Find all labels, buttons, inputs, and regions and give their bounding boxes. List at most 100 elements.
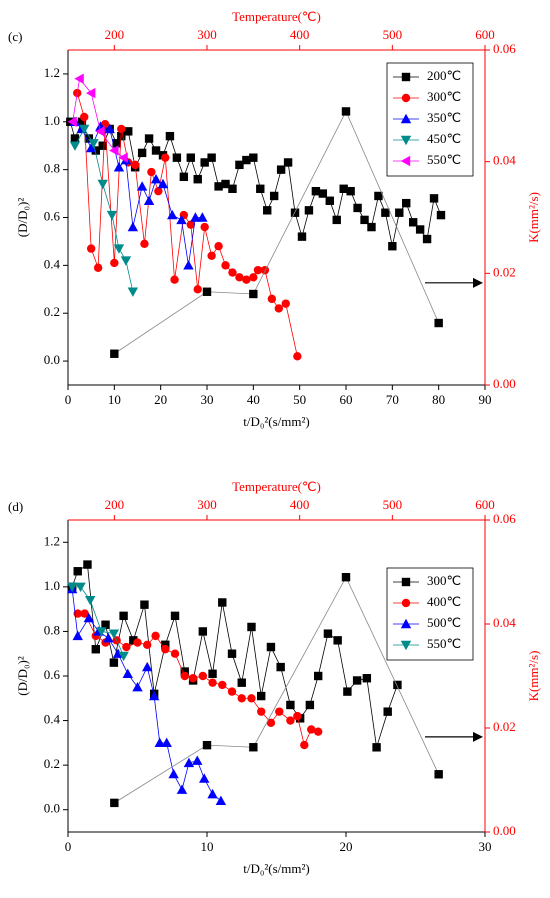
marker [101, 620, 110, 629]
legend [386, 62, 474, 177]
marker [154, 737, 165, 748]
marker [401, 577, 411, 587]
marker [362, 674, 372, 683]
marker [137, 148, 147, 158]
marker [341, 573, 351, 582]
y-axis-title: (D/D₀)² [15, 656, 30, 696]
marker [72, 630, 83, 641]
marker [304, 206, 314, 215]
marker [161, 737, 172, 748]
marker [118, 651, 129, 662]
marker [228, 184, 237, 193]
x2-tick-label: 400 [290, 497, 310, 512]
legend-label: 300℃ [427, 573, 461, 588]
x2-tick-label: 300 [197, 27, 217, 42]
marker [314, 727, 323, 736]
x-tick-label: 80 [432, 392, 445, 407]
marker [97, 179, 108, 190]
marker [360, 215, 369, 225]
marker [415, 225, 425, 234]
marker [124, 127, 133, 136]
marker [108, 629, 120, 639]
x2-tick-label: 400 [290, 27, 310, 42]
x-tick-label: 30 [479, 839, 492, 854]
marker [267, 294, 277, 304]
marker [260, 265, 270, 275]
marker [192, 755, 203, 765]
y2-axis-title: K(mm²/s) [526, 651, 541, 702]
marker [249, 743, 258, 752]
marker [170, 611, 180, 621]
marker [249, 273, 258, 282]
marker [151, 146, 161, 155]
marker [266, 642, 276, 652]
marker [332, 215, 341, 225]
marker [429, 194, 439, 203]
marker [110, 349, 119, 358]
x2-tick-label: 200 [105, 27, 125, 42]
marker [183, 260, 194, 270]
marker [400, 113, 412, 124]
marker [186, 220, 195, 229]
marker [86, 244, 96, 253]
marker [227, 649, 237, 658]
x-tick-label: 20 [340, 839, 353, 854]
marker [228, 268, 237, 277]
legend-label: 400℃ [427, 594, 461, 609]
marker [323, 629, 333, 638]
marker [176, 784, 188, 794]
marker [401, 93, 411, 103]
marker [388, 242, 397, 251]
x-tick-label: 90 [479, 392, 492, 407]
marker [179, 172, 189, 182]
y2-tick-label: 0.06 [493, 41, 516, 56]
x-tick-label: 30 [201, 392, 214, 407]
marker [85, 87, 96, 99]
marker [180, 667, 189, 676]
marker [247, 622, 256, 632]
marker [73, 567, 82, 576]
marker [113, 244, 125, 254]
x2-tick-label: 200 [105, 497, 125, 512]
y2-tick-label: 0.04 [493, 615, 516, 630]
marker [80, 609, 89, 618]
marker [283, 158, 293, 167]
marker [208, 678, 217, 687]
y-tick-label: 1.0 [44, 113, 60, 128]
marker [207, 153, 216, 162]
marker [161, 153, 170, 162]
marker [183, 757, 195, 768]
marker [257, 707, 266, 716]
marker [400, 155, 411, 167]
marker [346, 186, 355, 196]
x-tick-label: 40 [247, 392, 260, 407]
x-axis-title: t/D₀²(s/mm²) [243, 861, 310, 876]
marker [161, 640, 170, 649]
y-tick-label: 0.4 [44, 712, 61, 727]
marker [127, 221, 139, 232]
marker [276, 662, 285, 672]
marker [129, 636, 138, 645]
marker [150, 174, 162, 184]
marker [168, 768, 179, 779]
x-tick-label: 10 [108, 392, 121, 407]
marker [218, 598, 227, 607]
marker [202, 740, 212, 750]
marker [109, 658, 119, 667]
marker [269, 191, 279, 201]
x2-tick-label: 300 [197, 497, 217, 512]
marker [249, 153, 258, 162]
marker [275, 707, 284, 716]
marker [253, 265, 263, 275]
marker [117, 124, 126, 134]
marker [140, 600, 149, 609]
marker [218, 680, 227, 690]
marker [193, 175, 202, 184]
marker [214, 182, 223, 191]
marker [67, 116, 77, 127]
marker [130, 160, 140, 170]
marker [198, 627, 208, 636]
marker [408, 218, 418, 227]
marker [208, 669, 217, 678]
marker [120, 256, 132, 266]
